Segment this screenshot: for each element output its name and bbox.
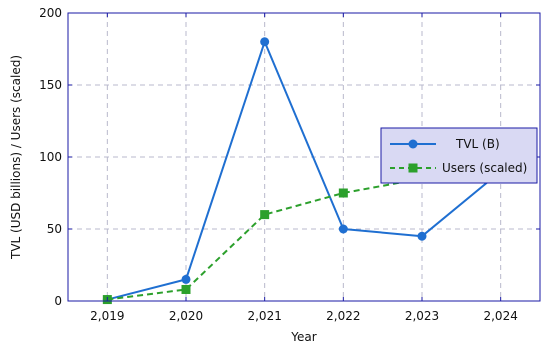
series-1-point [181,284,191,294]
y-tick-label: 50 [47,222,62,236]
y-tick-label: 100 [39,150,62,164]
tick-layer: 2,019 2,020 2,021 2,022 2,023 2,024 0 50 100 150 2… [39,6,540,323]
x-tick-label: 2,019 [90,309,124,323]
series-0-point [260,37,270,47]
x-tick-label: 2,021 [247,309,281,323]
y-tick-label: 0 [54,294,62,308]
legend-label-tvl: TVL (B) [455,137,500,151]
y-tick-label: 150 [39,78,62,92]
series-0-point [181,274,191,284]
x-tick-label: 2,020 [169,309,203,323]
series-1-point [260,210,270,220]
legend-marker-users [408,163,418,173]
x-tick-label: 2,022 [326,309,360,323]
series-line-0 [107,40,502,301]
x-axis-label: Year [290,330,316,344]
series-0-point [338,224,348,234]
legend-box [380,127,538,184]
y-tick-label: 200 [39,6,62,20]
x-tick-label: 2,023 [405,309,439,323]
legend-marker-tvl [408,139,418,149]
y-axis-label: TVL (USD billions) / Users (scaled) [9,55,23,260]
series-1-point [338,188,348,198]
legend: TVL (B) Users (scaled) [380,127,538,184]
series-0-point [417,231,427,241]
legend-label-users: Users (scaled) [442,161,527,175]
x-tick-label: 2,024 [483,309,517,323]
